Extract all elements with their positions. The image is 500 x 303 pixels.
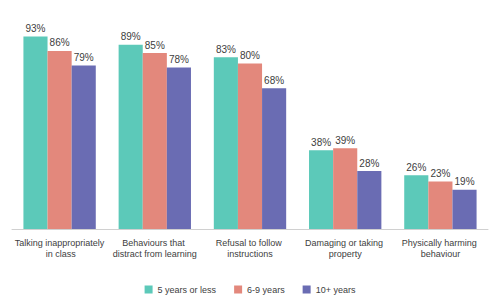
svg-text:38%: 38% xyxy=(311,137,331,148)
svg-text:instructions: instructions xyxy=(227,249,273,259)
svg-text:89%: 89% xyxy=(121,31,141,42)
svg-text:23%: 23% xyxy=(430,168,450,179)
svg-text:79%: 79% xyxy=(74,52,94,63)
svg-text:93%: 93% xyxy=(25,23,45,34)
svg-text:28%: 28% xyxy=(359,158,379,169)
svg-text:19%: 19% xyxy=(455,176,475,187)
svg-text:Talking inappropriately: Talking inappropriately xyxy=(15,238,105,248)
svg-text:83%: 83% xyxy=(216,44,236,55)
svg-text:in class: in class xyxy=(43,249,76,259)
svg-text:Behaviours that: Behaviours that xyxy=(122,238,187,248)
svg-text:80%: 80% xyxy=(240,50,260,61)
svg-text:26%: 26% xyxy=(406,162,426,173)
svg-text:Damaging or taking: Damaging or taking xyxy=(305,238,386,248)
svg-text:Physically harming: Physically harming xyxy=(402,238,480,248)
svg-text:86%: 86% xyxy=(50,37,70,48)
svg-text:39%: 39% xyxy=(335,135,355,146)
svg-text:property: property xyxy=(329,249,363,259)
svg-text:5 years or less: 5 years or less xyxy=(158,285,217,295)
svg-text:Refusal to follow: Refusal to follow xyxy=(216,238,285,248)
svg-text:68%: 68% xyxy=(264,75,284,86)
svg-text:behaviour: behaviour xyxy=(421,249,461,259)
svg-text:6-9 years: 6-9 years xyxy=(247,285,285,295)
svg-text:distract from learning: distract from learning xyxy=(113,249,197,259)
svg-text:85%: 85% xyxy=(145,40,165,51)
svg-text:78%: 78% xyxy=(169,54,189,65)
svg-text:10+ years: 10+ years xyxy=(316,285,356,295)
